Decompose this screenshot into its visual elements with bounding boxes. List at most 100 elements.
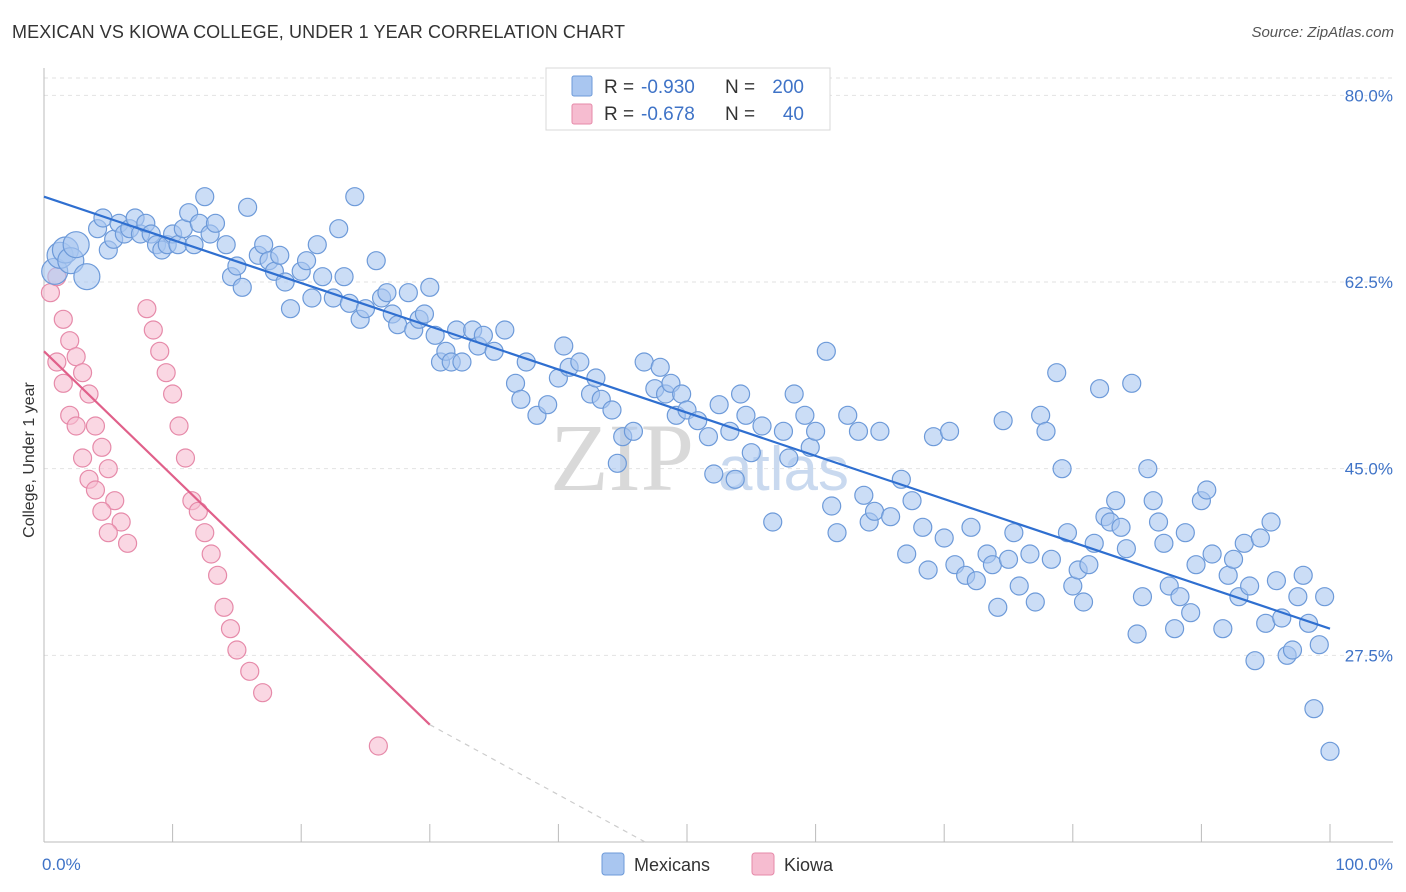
kiowa-point — [188, 501, 208, 521]
mexicans-point — [1234, 533, 1254, 553]
kiowa-point — [72, 363, 93, 383]
trend-lines — [43, 195, 1331, 843]
mexicans-point — [1223, 549, 1244, 569]
mexicans-point — [1073, 592, 1094, 612]
kiowa-point — [175, 448, 196, 468]
mexicans-point — [366, 251, 386, 271]
mexicans-point — [254, 235, 274, 255]
mexicans-point — [1181, 603, 1201, 623]
kiowa-point — [195, 523, 215, 543]
mexicans-point — [838, 405, 858, 425]
mexicans-point — [709, 395, 729, 415]
kiowa-point — [253, 683, 273, 703]
kiowa-point — [156, 363, 176, 383]
mexicans-point — [1197, 480, 1217, 500]
mexicans-point — [1256, 613, 1276, 633]
mexicans-point — [205, 213, 226, 233]
mexicans-point — [1041, 549, 1061, 569]
mexicans-point — [1025, 592, 1045, 612]
mexicans-point — [1148, 512, 1169, 532]
mexicans-point — [62, 231, 90, 259]
mexicans-point — [918, 560, 938, 580]
mexicans-point — [1089, 379, 1110, 399]
mexicans-point — [881, 507, 901, 527]
legend-r-value-1: -0.930 — [641, 77, 695, 98]
kiowa-point — [150, 341, 170, 361]
mexicans-point — [1202, 544, 1222, 564]
legend-r-label-1: R = — [604, 77, 634, 98]
mexicans-point — [302, 288, 322, 308]
kiowa-point — [163, 384, 183, 404]
kiowa-point — [85, 480, 106, 500]
mexicans-point — [816, 341, 836, 361]
mexicans-point — [923, 427, 944, 447]
chart-title: MEXICAN VS KIOWA COLLEGE, UNDER 1 YEAR C… — [12, 22, 626, 42]
mexicans-point — [1213, 619, 1233, 639]
mexicans-point — [1009, 576, 1029, 596]
mexicans-point — [784, 384, 804, 404]
kiowa-point — [85, 416, 106, 436]
y-tick-label: 27.5% — [1345, 646, 1393, 665]
mexicans-point — [1132, 587, 1153, 607]
mexicans-point — [864, 501, 885, 521]
mexicans-point — [296, 251, 317, 271]
mexicans-point — [452, 352, 472, 372]
kiowa-point — [143, 320, 163, 340]
legend-r-label-2: R = — [604, 104, 634, 125]
kiowa-point — [169, 416, 189, 436]
mexicans-point — [730, 384, 751, 404]
mexicans-point — [1282, 640, 1303, 660]
kiowa-point — [66, 416, 86, 436]
mexicans-point — [1175, 523, 1195, 543]
mexicans-point — [634, 352, 654, 372]
mexicans-point — [725, 469, 745, 489]
mexicans-point — [1154, 533, 1174, 553]
mexicans-point — [1240, 576, 1260, 596]
mexicans-point — [993, 411, 1013, 431]
mexicans-point — [827, 523, 847, 543]
bottom-legend: Mexicans Kiowa — [601, 852, 834, 876]
mexicans-point — [238, 197, 258, 217]
mexicans-point — [216, 235, 236, 255]
mexicans-point — [607, 453, 627, 473]
kiowa-point — [240, 661, 260, 681]
source-label: Source: ZipAtlas.com — [1251, 24, 1394, 41]
mexicans-point — [1031, 405, 1051, 425]
mexicans-point — [1111, 517, 1131, 537]
kiowa-point — [368, 736, 388, 756]
mexicans-point — [1020, 544, 1040, 564]
mexicans-point — [398, 283, 418, 303]
mexicans-point — [870, 421, 890, 441]
mexicans-point — [1057, 523, 1078, 543]
kiowa-point — [137, 299, 157, 319]
mexicans-point — [988, 597, 1008, 617]
mexicans-point — [773, 421, 794, 441]
mexicans-point — [280, 299, 301, 319]
mexicans-point — [1218, 565, 1238, 585]
kiowa-point — [111, 512, 131, 532]
mexicans-point — [329, 219, 349, 239]
kiowa-point — [72, 448, 93, 468]
mexicans-point — [779, 448, 799, 468]
legend-swatch-mexicans — [571, 75, 593, 97]
mexicans-point — [688, 411, 708, 431]
mexicans-point — [1165, 619, 1185, 639]
mexicans-point — [897, 544, 917, 564]
mexicans-point — [1261, 512, 1281, 532]
kiowa-point — [60, 331, 80, 351]
mexicans-point — [720, 421, 740, 441]
mexicans-point — [982, 555, 1003, 575]
mexicans-point — [704, 464, 724, 484]
mexicans-point — [741, 443, 761, 463]
mexicans-point — [505, 373, 526, 393]
legend-n-value-1: 200 — [772, 77, 804, 98]
y-axis-label: College, Under 1 year — [21, 382, 38, 538]
kiowa-point — [92, 501, 112, 521]
kiowa-point — [98, 523, 118, 543]
watermark-atlas: atlas — [718, 435, 849, 504]
mexicans-point — [511, 389, 531, 409]
kiowa-point — [92, 437, 112, 457]
mexicans-point — [232, 277, 252, 297]
mexicans-point — [270, 245, 290, 265]
mexicans-point — [752, 416, 772, 436]
